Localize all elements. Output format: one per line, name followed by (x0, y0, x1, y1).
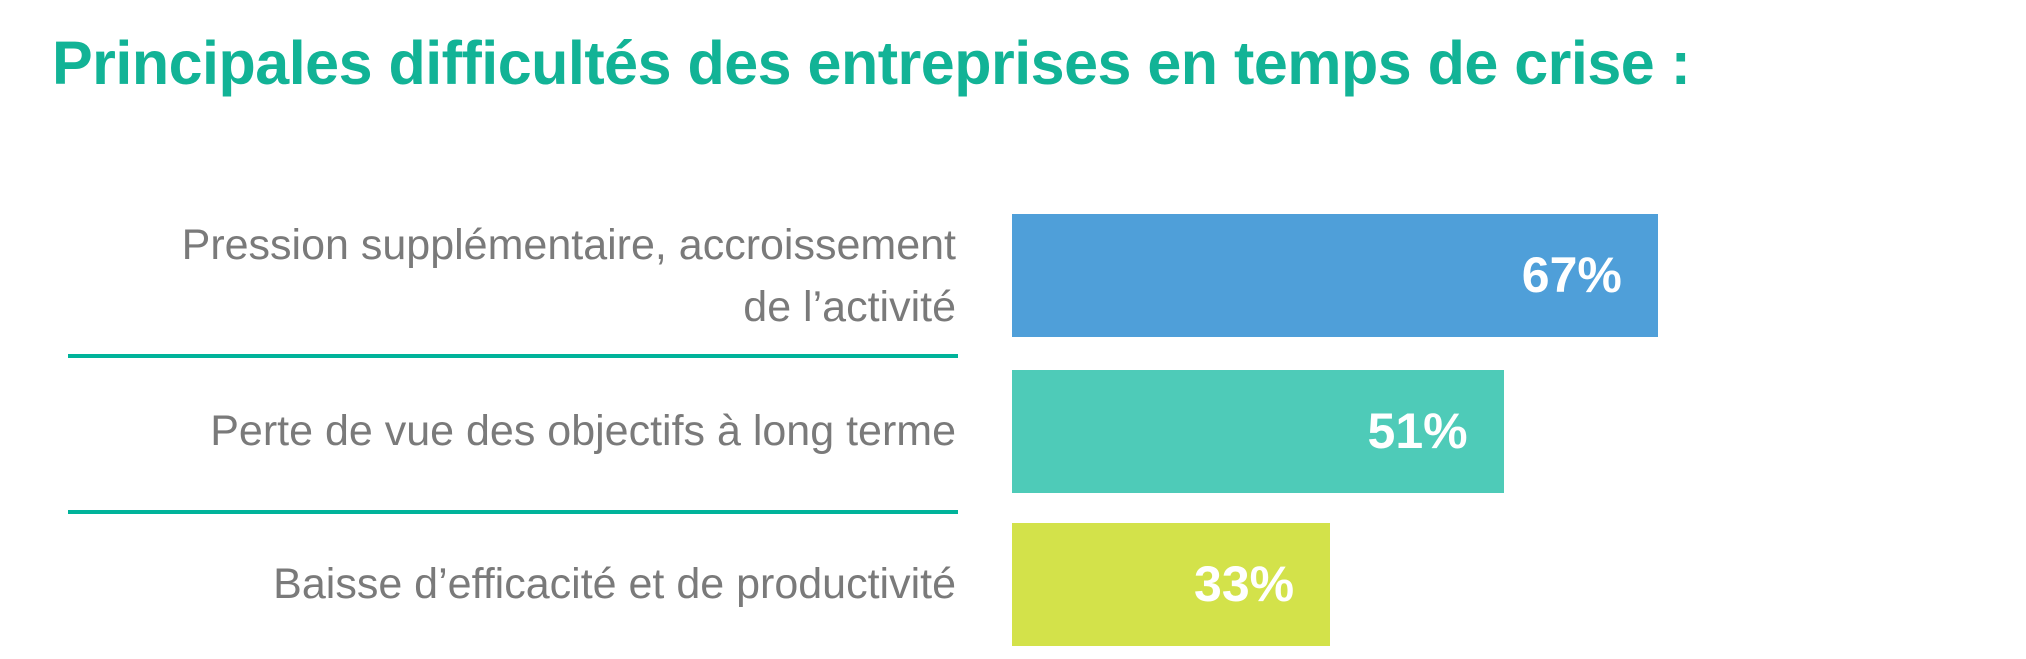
separator-line-1 (68, 354, 958, 358)
value-label-1: 67% (1521, 247, 1622, 303)
bar-1 (1012, 214, 1658, 337)
value-label-2: 51% (1367, 403, 1468, 459)
bar-2 (1012, 370, 1504, 493)
category-label-1: Pression supplémentaire, accroissement d… (56, 214, 956, 338)
bar-3 (1012, 523, 1331, 646)
category-label-1-line-1: Pression supplémentaire, accroissement (181, 221, 956, 269)
category-label-3: Baisse d’efficacité et de productivité (273, 560, 956, 608)
chart-title: Principales difficultés des entreprises … (52, 29, 1691, 97)
category-label-1-line-2: de l’activité (743, 283, 956, 331)
value-label-3: 33% (1194, 556, 1295, 612)
separator-line-2 (68, 510, 958, 514)
category-label-2: Perte de vue des objectifs à long terme (210, 407, 956, 455)
